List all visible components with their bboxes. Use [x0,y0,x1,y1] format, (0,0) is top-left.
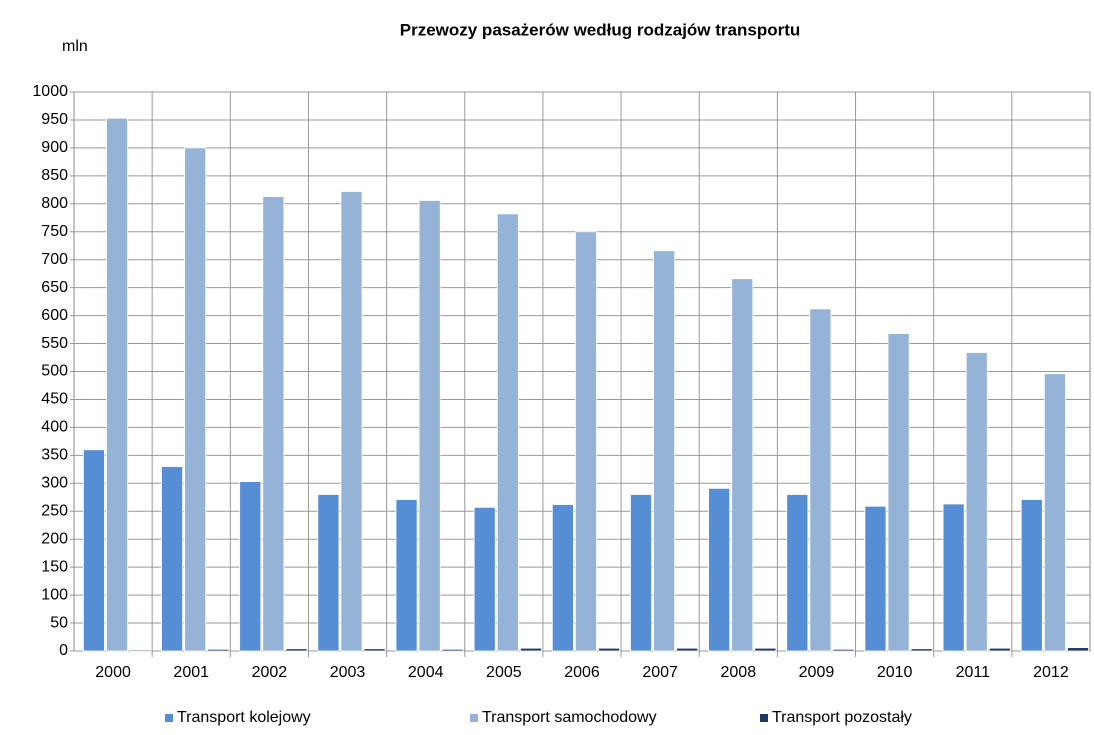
x-tick-label: 2012 [1033,664,1069,681]
legend-label: Transport pozostały [772,709,912,726]
bar [161,466,184,652]
bar [708,487,731,652]
bar [184,147,207,652]
bar [441,648,464,652]
x-tick-label: 2009 [799,664,835,681]
y-tick-label: 300 [41,475,68,492]
y-tick-label: 750 [41,223,68,240]
bar [363,648,386,652]
bar [731,278,754,652]
y-tick-label: 450 [41,391,68,408]
bar [285,648,308,652]
bar [418,200,441,652]
bar [473,506,496,652]
bar [1043,373,1066,652]
legend-label: Transport kolejowy [177,709,311,726]
bar [754,647,777,652]
x-tick-label: 2004 [408,664,444,681]
bar [786,494,809,652]
y-tick-label: 250 [41,502,68,519]
y-tick-label: 650 [41,279,68,296]
bar [630,494,652,652]
bar [395,499,418,652]
y-tick-label: 350 [41,447,68,464]
y-tick-label: 550 [41,335,68,352]
x-tick-label: 2002 [252,664,288,681]
bar [864,505,887,652]
bar [1067,647,1089,652]
x-tick-label: 2011 [956,664,991,681]
y-tick-label: 900 [41,139,68,156]
bar [82,449,105,652]
legend-swatch [165,714,173,722]
bar [910,648,933,652]
bar [207,648,230,652]
bar [1020,499,1043,652]
y-tick-label: 600 [41,307,68,324]
bar [988,647,1011,652]
y-tick-label: 400 [41,419,68,436]
y-tick-label: 500 [41,363,68,380]
x-tick-label: 2008 [721,664,757,681]
bar [887,333,910,652]
bar [832,648,855,652]
bar [317,494,340,652]
x-tick-label: 2007 [642,664,678,681]
y-tick-label: 150 [41,558,68,575]
bar [942,503,965,652]
bar [551,504,574,652]
bar [965,352,988,652]
bar [676,647,699,652]
y-tick-label: 1000 [32,83,68,100]
x-tick-label: 2006 [564,664,600,681]
y-tick-label: 100 [41,586,68,603]
bar [598,647,621,652]
x-tick-label: 2010 [877,664,913,681]
x-tick-label: 2003 [330,664,366,681]
bar [519,647,542,652]
bar [575,231,597,652]
y-tick-label: 800 [41,195,68,212]
x-tick-label: 2000 [95,664,131,681]
legend-label: Transport samochodowy [482,709,657,726]
y-tick-label: 0 [59,642,68,659]
legend-swatch [470,714,478,722]
y-axis-label: mln [62,38,88,55]
y-tick-label: 200 [41,530,68,547]
bar [106,117,128,652]
y-tick-label: 50 [50,614,68,631]
bar [496,213,519,652]
bar [653,250,676,652]
x-tick-label: 2001 [173,664,209,681]
bar [239,481,262,652]
y-tick-label: 950 [41,111,68,128]
y-tick-label: 700 [41,251,68,268]
legend-swatch [760,714,768,722]
bar [340,191,363,652]
bar [129,649,152,652]
chart-title: Przewozy pasażerów według rodzajów trans… [400,20,801,39]
bar [809,308,832,652]
bar [262,196,285,652]
x-tick-label: 2005 [486,664,522,681]
y-tick-label: 850 [41,167,68,184]
